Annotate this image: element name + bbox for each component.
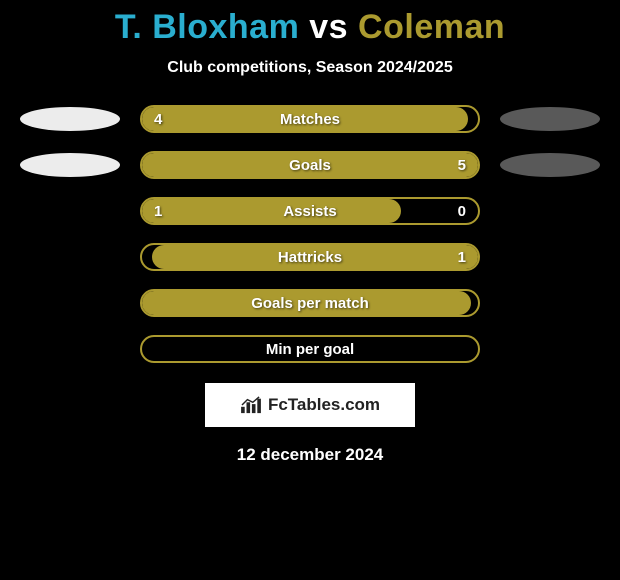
stat-row: 10Assists [10,197,610,225]
branding-badge: FcTables.com [205,383,415,427]
right-ellipse [500,199,600,223]
page-title: T. Bloxham vs Coleman [0,8,620,47]
player1-name: T. Bloxham [115,8,299,46]
stat-bar: 10Assists [140,197,480,225]
vs-separator: vs [299,8,358,46]
stat-row: 1Hattricks [10,243,610,271]
right-ellipse [500,153,600,177]
stat-row: 4Matches [10,105,610,133]
left-ellipse [20,337,120,361]
branding-icon [240,396,262,414]
stat-label: Goals per match [142,291,478,315]
right-ellipse [500,337,600,361]
branding-text: FcTables.com [268,395,380,415]
comparison-card: T. Bloxham vs Coleman Club competitions,… [0,0,620,465]
stat-bar: Min per goal [140,335,480,363]
stat-label: Min per goal [142,337,478,361]
left-ellipse [20,291,120,315]
stat-bar: Goals per match [140,289,480,317]
stat-label: Hattricks [142,245,478,269]
stat-row: 5Goals [10,151,610,179]
right-ellipse [500,291,600,315]
left-ellipse [20,153,120,177]
right-ellipse [500,245,600,269]
left-ellipse [20,245,120,269]
stat-label: Matches [142,107,478,131]
stat-row: Goals per match [10,289,610,317]
player2-name: Coleman [358,8,505,46]
stat-row: Min per goal [10,335,610,363]
left-ellipse [20,199,120,223]
stat-label: Assists [142,199,478,223]
stat-bar: 5Goals [140,151,480,179]
date-label: 12 december 2024 [0,445,620,465]
stat-bar: 4Matches [140,105,480,133]
left-ellipse [20,107,120,131]
subtitle: Club competitions, Season 2024/2025 [0,59,620,77]
stats-rows: 4Matches 5Goals 10Assists 1Hattricks Goals p… [0,105,620,363]
right-ellipse [500,107,600,131]
stat-label: Goals [142,153,478,177]
stat-bar: 1Hattricks [140,243,480,271]
